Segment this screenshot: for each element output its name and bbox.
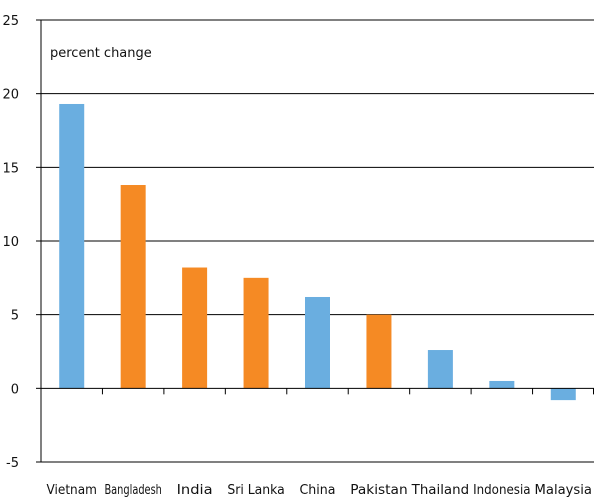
x-category-label: Indonesia [473, 483, 530, 498]
x-category-label: Malaysia [535, 483, 592, 498]
bar-thailand [427, 350, 453, 389]
bar-sri-lanka [243, 277, 269, 389]
axes [36, 19, 594, 463]
labels: -5 0 5 10 15 20 25 Vietnam Bangladesh India Sri La… [2, 14, 592, 498]
y-tick-label: 10 [2, 235, 19, 250]
bar-vietnam [59, 103, 85, 389]
x-category-label: Sri Lanka [227, 483, 284, 498]
bars [59, 103, 576, 401]
x-category-label: Pakistan [350, 483, 407, 498]
y-tick-label: 20 [2, 88, 19, 103]
unit-label: percent change [50, 46, 152, 61]
bar-bangladesh [120, 185, 146, 389]
y-tick-label: 0 [11, 382, 19, 397]
x-category-label: China [300, 483, 336, 498]
bar-pakistan [366, 314, 392, 389]
y-tick-label: 5 [11, 309, 19, 324]
bar-india [182, 267, 208, 389]
y-tick-label: -5 [6, 456, 19, 471]
y-tick-label: 25 [2, 14, 19, 29]
x-category-label: Bangladesh [104, 483, 161, 498]
bar-china [305, 296, 330, 389]
x-category-label: Thailand [411, 483, 469, 498]
bar-malaysia [550, 388, 576, 401]
y-tick-label: 15 [2, 161, 19, 176]
x-category-label: Vietnam [47, 483, 97, 498]
bar-indonesia [489, 380, 515, 389]
x-category-label: India [177, 483, 213, 498]
